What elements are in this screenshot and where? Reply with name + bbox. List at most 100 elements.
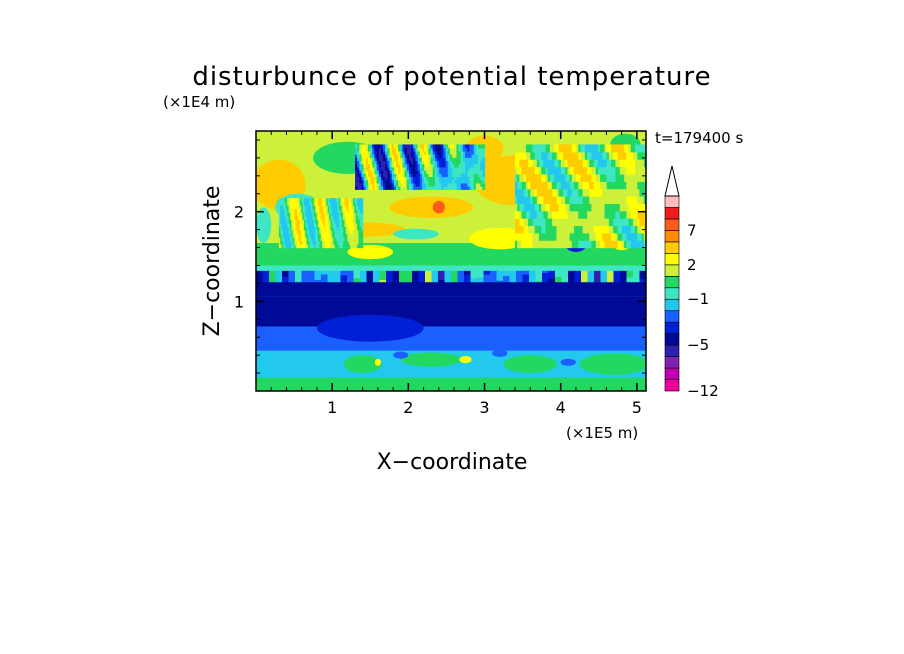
wave-cell — [569, 159, 573, 168]
wave-cell — [353, 280, 361, 283]
wave-cell — [355, 244, 358, 249]
wave-cell — [357, 236, 360, 242]
wave-cell — [303, 229, 306, 235]
wave-cell — [341, 236, 344, 242]
wave-cell — [383, 160, 386, 165]
wave-cell — [275, 273, 283, 275]
wave-cell — [288, 215, 291, 220]
wave-cell — [313, 244, 316, 249]
wave-cell — [330, 233, 333, 238]
wave-cell — [561, 276, 569, 278]
wave-cell — [421, 157, 425, 162]
wave-cell — [584, 232, 588, 241]
wave-cell — [385, 147, 388, 152]
wave-cell — [305, 244, 308, 249]
wave-cell — [600, 159, 603, 168]
wave-cell — [366, 276, 374, 278]
wave-cell — [438, 277, 446, 279]
wave-cell — [295, 244, 298, 249]
wave-cell — [288, 226, 291, 231]
wave-cell — [561, 277, 569, 279]
wave-cell — [336, 229, 339, 235]
wave-cell — [365, 144, 369, 149]
wave-cell — [351, 198, 354, 203]
wave-cell — [591, 144, 595, 153]
wave-cell — [367, 150, 371, 155]
wave-cell — [478, 163, 481, 168]
wave-cell — [337, 233, 340, 238]
wave-cell — [443, 179, 447, 184]
wave-cell — [405, 273, 413, 275]
wave-cell — [617, 225, 621, 234]
wave-cell — [316, 240, 319, 245]
wave-cell — [389, 182, 393, 187]
wave-cell — [295, 272, 303, 274]
wave-cell — [256, 273, 264, 276]
wave-cell — [291, 233, 294, 238]
wave-cell — [587, 277, 595, 280]
wave-cell — [359, 212, 362, 217]
wave-cell — [584, 196, 588, 204]
wave-cell — [358, 244, 361, 249]
wave-cell — [359, 163, 363, 168]
wave-cell — [398, 150, 401, 155]
wave-cell — [316, 198, 319, 203]
wave-cell — [451, 280, 459, 282]
wave-cell — [447, 166, 451, 171]
wave-cell — [350, 244, 353, 249]
wave-cell — [541, 144, 544, 153]
wave-cell — [413, 150, 417, 155]
wave-cell — [457, 277, 465, 280]
wave-cell — [555, 275, 563, 277]
wave-cell — [305, 233, 308, 238]
wave-cell — [591, 218, 595, 227]
wave-cell — [308, 240, 311, 245]
wave-cell — [327, 277, 335, 279]
wave-cell — [355, 154, 358, 158]
wave-cell — [295, 233, 298, 238]
wave-cell — [367, 154, 371, 158]
wave-cell — [316, 205, 319, 210]
wave-cell — [418, 280, 426, 282]
wave-cell — [269, 273, 277, 276]
wave-cell — [400, 147, 404, 152]
wave-cell — [555, 270, 563, 273]
wave-cell — [569, 166, 573, 175]
field-blob-29 — [400, 352, 462, 367]
wave-cell — [467, 154, 471, 158]
wave-cell — [355, 236, 358, 242]
wave-cell — [421, 176, 425, 181]
wave-cell — [574, 273, 582, 275]
wave-cell — [434, 182, 438, 187]
wave-cell — [322, 205, 325, 210]
wave-cell — [411, 170, 414, 174]
wave-cell — [545, 151, 549, 160]
wave-cell — [399, 272, 407, 274]
wave-cell — [389, 144, 393, 149]
wave-cell — [535, 271, 543, 273]
wave-cell — [341, 215, 344, 220]
wave-cell — [432, 154, 436, 158]
wave-cell — [637, 188, 641, 197]
wave-cell — [372, 154, 376, 158]
wave-cell — [374, 144, 378, 149]
wave-cell — [607, 279, 615, 281]
wave-cell — [516, 280, 524, 282]
wave-cell — [542, 280, 550, 283]
wave-cell — [411, 173, 414, 178]
wave-cell — [633, 272, 641, 274]
wave-cell — [626, 278, 634, 280]
wave-cell — [469, 163, 473, 168]
wave-cell — [454, 179, 458, 184]
wave-cell — [606, 225, 610, 234]
wave-cell — [302, 208, 305, 213]
wave-cell — [483, 273, 491, 275]
wave-cell — [431, 279, 439, 281]
wave-cell — [290, 240, 293, 245]
wave-cell — [413, 173, 417, 178]
wave-cell — [421, 154, 425, 158]
wave-cell — [417, 166, 421, 171]
wave-cell — [306, 226, 309, 231]
wave-cell — [399, 280, 407, 283]
wave-cell — [563, 181, 566, 190]
